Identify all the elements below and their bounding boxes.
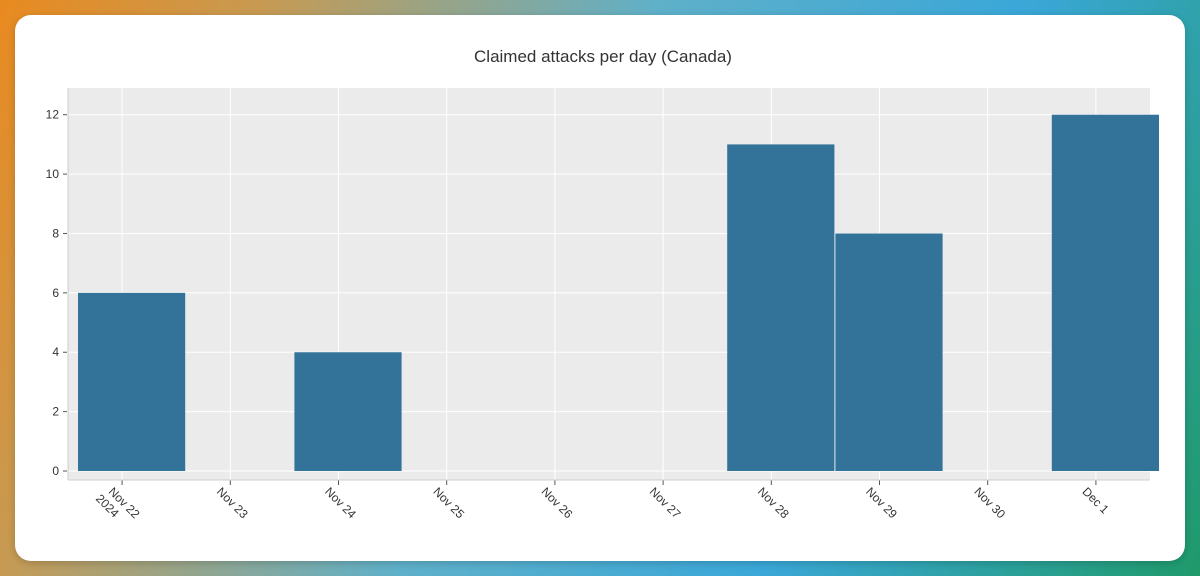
x-tick-label-line: Nov 29 [863, 484, 900, 521]
y-tick-label: 8 [52, 226, 59, 240]
x-tick-label: Nov 24 [322, 484, 359, 521]
x-tick-label-line: Nov 26 [539, 484, 576, 521]
x-tick-label: Nov 28 [755, 484, 792, 521]
bar [835, 233, 943, 471]
bar [294, 352, 402, 471]
x-tick-label-line: Nov 27 [647, 484, 684, 521]
bar [727, 144, 835, 471]
bar-chart: Claimed attacks per day (Canada) 0 2 4 6 8 10… [46, 47, 1159, 532]
x-tick-label-line: Nov 25 [430, 484, 467, 521]
x-tick-label: Nov 29 [863, 484, 900, 521]
bar [1051, 114, 1159, 471]
bars [78, 114, 1159, 471]
x-tick-label: Nov 23 [214, 484, 251, 521]
y-tick-label: 0 [52, 464, 59, 478]
y-tick-label: 4 [52, 345, 59, 359]
x-tick-label: Nov 25 [430, 484, 467, 521]
chart-title: Claimed attacks per day (Canada) [474, 47, 732, 66]
x-tick-label-line: Nov 30 [971, 484, 1008, 521]
y-tick-label: 10 [46, 167, 60, 181]
chart-card: Claimed attacks per day (Canada) 0 2 4 6 8 10… [15, 15, 1185, 561]
plot-background [68, 88, 1150, 480]
x-tick-label: Nov 30 [971, 484, 1008, 521]
y-tick-label: 2 [52, 405, 59, 419]
x-tick-label-line: Nov 24 [322, 484, 359, 521]
x-tick-label-line: Nov 28 [755, 484, 792, 521]
x-tick-label: Nov 27 [647, 484, 684, 521]
bar [78, 292, 186, 471]
x-tick-label: Dec 1 [1080, 484, 1112, 516]
x-tick-label-line: Dec 1 [1080, 484, 1112, 516]
y-tick-label: 6 [52, 286, 59, 300]
y-tick-label: 12 [46, 108, 60, 122]
x-tick-label-line: Nov 23 [214, 484, 251, 521]
x-tick-label: Nov 222024 [93, 482, 143, 532]
x-tick-label: Nov 26 [539, 484, 576, 521]
